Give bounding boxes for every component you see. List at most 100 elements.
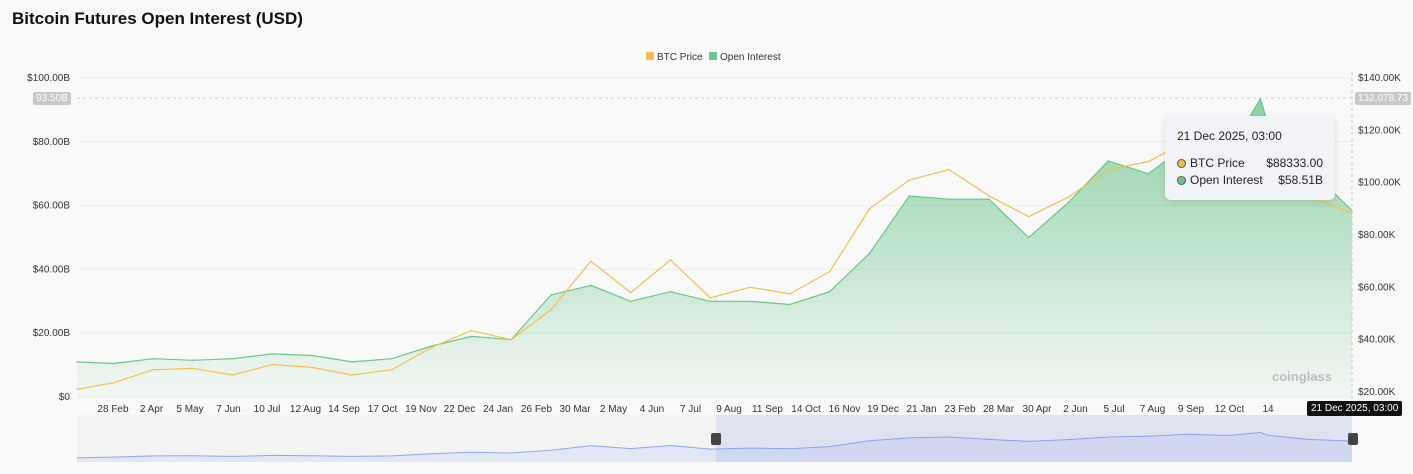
open-interest-point	[749, 300, 751, 303]
x-axis-tick: 19 Dec	[867, 404, 899, 415]
tooltip-row-open-interest: Open Interest $58.51B	[1177, 173, 1323, 187]
crosshair-left-label: 93.50B	[33, 92, 71, 105]
open-interest-point	[391, 357, 393, 360]
btc-price-point	[868, 208, 871, 210]
x-axis-tick: 12 Aug	[290, 404, 321, 415]
btc-price-point	[112, 382, 114, 384]
tooltip-label: Open Interest	[1190, 173, 1263, 187]
open-interest-point	[112, 362, 114, 365]
coinglass-watermark: coinglass	[1272, 369, 1332, 384]
x-axis-tick: 10 Jul	[254, 404, 281, 415]
navigator[interactable]	[76, 415, 1358, 462]
open-interest-point	[76, 361, 78, 363]
right-axis-tick: $20.00K	[1358, 387, 1396, 398]
open-interest-point	[709, 300, 712, 303]
btc-price-point	[152, 368, 154, 371]
open-interest-point	[789, 303, 791, 306]
navigator-line	[76, 431, 1353, 459]
x-axis-tick: 14 Oct	[791, 404, 821, 415]
navigator-selection[interactable]	[716, 415, 1352, 462]
left-axis-tick: $80.00B	[33, 137, 71, 148]
btc-price-point	[948, 168, 950, 171]
btc-price-point	[231, 374, 234, 376]
open-interest-point	[828, 290, 831, 293]
x-axis-tick: 7 Jun	[216, 404, 240, 415]
open-interest-point	[191, 359, 194, 362]
x-axis-tick: 2 Apr	[140, 404, 164, 415]
x-axis-tick: 4 Jun	[640, 404, 664, 415]
x-axis-tick: 2 Jun	[1063, 404, 1087, 415]
x-axis-tick: 16 Nov	[829, 404, 861, 415]
x-axis-tick: 30 Mar	[559, 404, 591, 415]
navigator-handle-right[interactable]	[1348, 433, 1358, 445]
open-interest-area	[77, 98, 1352, 397]
x-axis-tick: 19 Nov	[405, 404, 437, 415]
btc-price-point	[470, 329, 473, 332]
x-axis-tick: 7 Aug	[1140, 404, 1166, 415]
left-axis-tick: $20.00B	[33, 328, 71, 339]
open-interest-point	[550, 294, 552, 296]
navigator-handle-left[interactable]	[711, 433, 721, 445]
page-title: Bitcoin Futures Open Interest (USD)	[12, 9, 303, 28]
legend-swatch-open-interest	[709, 52, 717, 60]
legend-open-interest[interactable]: Open Interest	[720, 52, 781, 63]
btc-price-point	[311, 366, 314, 369]
btc-price-point	[789, 293, 791, 295]
btc-price-point	[351, 374, 353, 376]
btc-price-point	[550, 308, 552, 311]
btc-price-point	[1107, 168, 1110, 171]
btc-price-point	[191, 367, 194, 370]
tooltip-value: $88333.00	[1266, 156, 1323, 170]
left-axis-tick: $0	[59, 392, 71, 403]
left-axis-tick: $60.00B	[33, 201, 71, 212]
btc-price-point	[1067, 196, 1070, 198]
crosshair-right-label: 132,078.73	[1355, 92, 1412, 105]
open-interest-point	[590, 284, 592, 287]
tooltip-value: $58.51B	[1278, 173, 1323, 187]
x-axis-tick: 23 Feb	[944, 404, 976, 415]
open-interest-point	[948, 198, 950, 201]
x-axis-tick: 14 Sep	[328, 404, 360, 415]
open-interest-point	[908, 195, 911, 197]
x-axis-tick: 9 Sep	[1178, 404, 1205, 415]
x-axis-tick: 30 Apr	[1023, 404, 1053, 415]
open-interest-point	[669, 290, 672, 293]
open-interest-point	[629, 300, 632, 303]
legend-swatch-btc-price	[646, 52, 654, 60]
tooltip-label: BTC Price	[1190, 156, 1245, 170]
x-axis-tick: 17 Oct	[368, 404, 398, 415]
btc-price-point	[271, 363, 274, 366]
open-interest-point	[1147, 172, 1149, 175]
x-axis-tick: 22 Dec	[444, 404, 476, 415]
left-axis-tick: $40.00B	[33, 264, 71, 275]
tooltip-row-btc-price: BTC Price $88333.00	[1177, 156, 1323, 170]
legend-btc-price[interactable]: BTC Price	[657, 52, 703, 63]
right-axis-tick: $100.00K	[1358, 178, 1401, 189]
x-axis-tick: 9 Aug	[716, 404, 742, 415]
btc-price-dot-icon	[1177, 158, 1186, 168]
x-axis-tick: 14	[1262, 404, 1274, 415]
right-axis-tick: $120.00K	[1358, 125, 1401, 136]
btc-price-point	[669, 259, 672, 261]
x-axis-tick: 26 Feb	[521, 404, 553, 415]
legend: BTC Price Open Interest	[646, 52, 781, 63]
navigator-area	[77, 432, 1352, 462]
open-interest-point	[152, 357, 154, 360]
right-axis-tick: $80.00K	[1358, 230, 1396, 241]
crosshair-date-label: 21 Dec 2025, 03:00	[1307, 401, 1403, 416]
open-interest-point	[1067, 201, 1070, 204]
open-interest-point	[470, 335, 473, 338]
x-axis-tick: 5 Jul	[1103, 404, 1124, 415]
tooltip-date: 21 Dec 2025, 03:00	[1177, 129, 1282, 143]
open-interest-point	[311, 354, 314, 357]
open-interest-point	[231, 357, 234, 360]
open-interest-point	[868, 252, 871, 255]
left-axis-tick: $100.00B	[27, 73, 70, 84]
btc-price-point	[749, 286, 751, 289]
open-interest-dot-icon	[1177, 175, 1186, 185]
open-interest-point	[988, 198, 990, 201]
open-interest-point	[430, 345, 433, 347]
open-interest-point	[1107, 160, 1110, 162]
right-axis-tick: $40.00K	[1358, 335, 1396, 346]
